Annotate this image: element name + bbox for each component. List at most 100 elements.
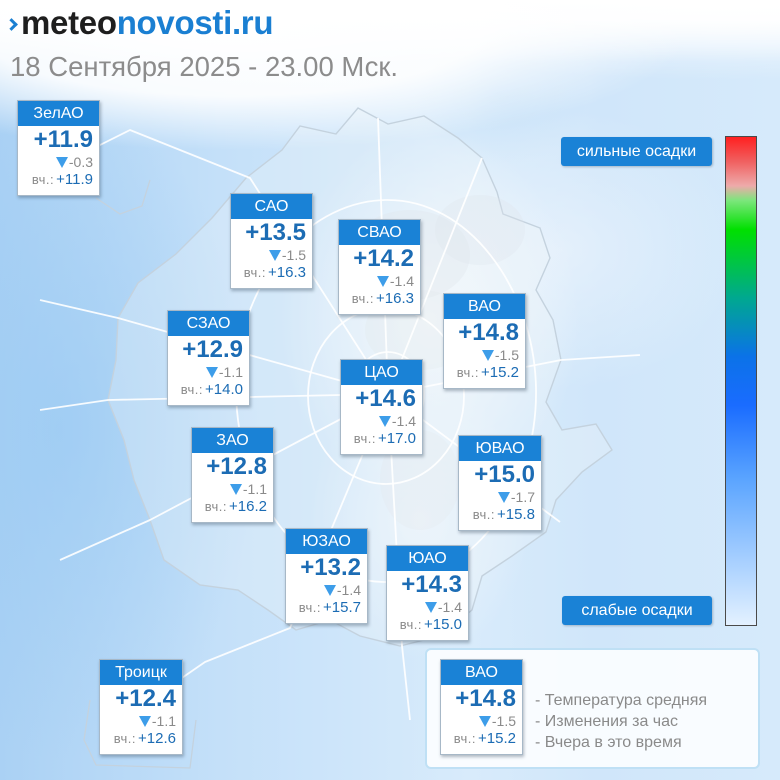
temperature-value: +14.6 [355, 385, 416, 412]
legend-line-average-temperature: - Температура средняя [535, 692, 708, 709]
hourly-change: -1.7 [462, 488, 535, 506]
yesterday-label: вч.: [353, 431, 377, 446]
scale-label-heavy-precipitation: сильные осадки [561, 137, 712, 166]
district-card-cao: ЦАО +14.6 -1.4 вч.: +17.0 [340, 359, 423, 455]
hourly-change: -1.4 [342, 272, 414, 290]
yesterday-value: +15.0 [424, 616, 462, 633]
yesterday-line: вч.: +15.2 [447, 364, 519, 382]
urban-area [435, 195, 525, 265]
site-logo: meteonovosti.ru [0, 0, 300, 44]
district-name: ЮЗАО [286, 529, 367, 554]
hourly-change-value: -1.4 [389, 273, 414, 289]
district-card-troitsk: Троицк +12.4 -1.1 вч.: +12.6 [99, 659, 183, 755]
triangle-down-icon [376, 276, 389, 287]
zelenograd-outline [95, 179, 151, 215]
district-body: +14.8 -1.5 вч.: +15.2 [444, 319, 525, 382]
hourly-change-value: -1.5 [281, 247, 306, 263]
yesterday-value: +16.3 [376, 290, 414, 307]
yesterday-value: +17.0 [378, 430, 416, 447]
district-name: ЗАО [192, 428, 273, 453]
hourly-change-value: -1.4 [437, 599, 462, 615]
yesterday-line: вч.: +11.9 [21, 171, 93, 189]
logo-wordmark: meteonovosti.ru [21, 4, 274, 41]
yesterday-label: вч.: [351, 291, 375, 306]
hourly-change-value: -1.4 [391, 413, 416, 429]
yesterday-line: вч.: +15.8 [462, 506, 535, 524]
logo-text-novosti: novosti.ru [116, 4, 274, 41]
temperature-value: +14.3 [401, 571, 462, 598]
yesterday-value: +11.9 [56, 171, 93, 188]
yesterday-label: вч.: [204, 499, 228, 514]
legend-panel: ВАО +14.8 -1.5 вч.: +15.2 - Температура с… [425, 648, 760, 769]
logo-chevron-icon [5, 18, 18, 31]
temperature-value: +12.8 [206, 453, 267, 480]
district-name: ЮВАО [459, 436, 541, 461]
hourly-change-value: -1.4 [336, 582, 361, 598]
district-card-zao: ЗАО +12.8 -1.1 вч.: +16.2 [191, 427, 274, 523]
hourly-change: -1.4 [344, 412, 416, 430]
hourly-change: -1.1 [103, 712, 176, 730]
yesterday-value: +16.3 [268, 264, 306, 281]
precipitation-color-scale [725, 136, 757, 626]
hourly-change-value: -1.7 [510, 489, 535, 505]
district-card-yuao: ЮАО +14.3 -1.4 вч.: +15.0 [386, 545, 469, 641]
district-card-zelao: ЗелАО +11.9 -0.3 вч.: +11.9 [17, 100, 100, 196]
hourly-change-value: -0.3 [68, 154, 93, 170]
district-name: СВАО [339, 220, 420, 245]
legend-line-yesterday: - Вчера в это время [535, 734, 682, 751]
district-name: ЗелАО [18, 101, 99, 126]
hourly-change: -1.5 [447, 346, 519, 364]
district-body: +12.8 -1.1 вч.: +16.2 [192, 453, 273, 516]
district-body: +13.5 -1.5 вч.: +16.3 [231, 219, 312, 282]
district-body: +14.2 -1.4 вч.: +16.3 [339, 245, 420, 308]
hourly-change-value: -1.5 [494, 347, 519, 363]
temperature-value: +14.2 [353, 245, 414, 272]
hourly-change: -1.5 [444, 712, 516, 730]
yesterday-line: вч.: +16.3 [234, 264, 306, 282]
district-name: ВАО [444, 294, 525, 319]
district-card-vao: ВАО +14.8 -1.5 вч.: +15.2 [443, 293, 526, 389]
legend-line-hourly-change: - Изменения за час [535, 713, 679, 730]
yesterday-value: +15.2 [478, 730, 516, 747]
triangle-down-icon [229, 484, 242, 495]
district-name: Троицк [100, 660, 182, 685]
triangle-down-icon [205, 367, 218, 378]
triangle-down-icon [481, 350, 494, 361]
triangle-down-icon [138, 716, 151, 727]
yesterday-line: вч.: +15.7 [289, 599, 361, 617]
temperature-value: +14.8 [458, 319, 519, 346]
legend-sample-card: ВАО +14.8 -1.5 вч.: +15.2 [440, 659, 523, 755]
logo-text-meteo: meteo [21, 4, 117, 41]
triangle-down-icon [497, 492, 510, 503]
yesterday-line: вч.: +15.0 [390, 616, 462, 634]
district-name: ЮАО [387, 546, 468, 571]
district-body: +15.0 -1.7 вч.: +15.8 [459, 461, 541, 524]
district-name: ЦАО [341, 360, 422, 385]
yesterday-label: вч.: [472, 507, 496, 522]
yesterday-label: вч.: [31, 172, 55, 187]
triangle-down-icon [478, 716, 491, 727]
hourly-change-value: -1.5 [491, 713, 516, 729]
hourly-change: -1.1 [171, 363, 243, 381]
troitsk-outline [83, 699, 197, 769]
district-card-sao: САО +13.5 -1.5 вч.: +16.3 [230, 193, 313, 289]
yesterday-line: вч.: +16.3 [342, 290, 414, 308]
yesterday-value: +12.6 [138, 730, 176, 747]
district-card-szao: СЗАО +12.9 -1.1 вч.: +14.0 [167, 310, 250, 406]
district-body: +13.2 -1.4 вч.: +15.7 [286, 554, 367, 617]
triangle-down-icon [378, 416, 391, 427]
yesterday-label: вч.: [180, 382, 204, 397]
yesterday-label: вч.: [298, 600, 322, 615]
yesterday-label: вч.: [453, 731, 477, 746]
district-name: ВАО [441, 660, 522, 685]
triangle-down-icon [323, 585, 336, 596]
temperature-value: +14.8 [455, 685, 516, 712]
hourly-change: -1.4 [289, 581, 361, 599]
yesterday-line: вч.: +14.0 [171, 381, 243, 399]
district-body: +14.3 -1.4 вч.: +15.0 [387, 571, 468, 634]
temperature-value: +15.0 [474, 461, 535, 488]
hourly-change-value: -1.1 [218, 364, 243, 380]
triangle-down-icon [268, 250, 281, 261]
triangle-down-icon [424, 602, 437, 613]
yesterday-label: вч.: [456, 365, 480, 380]
